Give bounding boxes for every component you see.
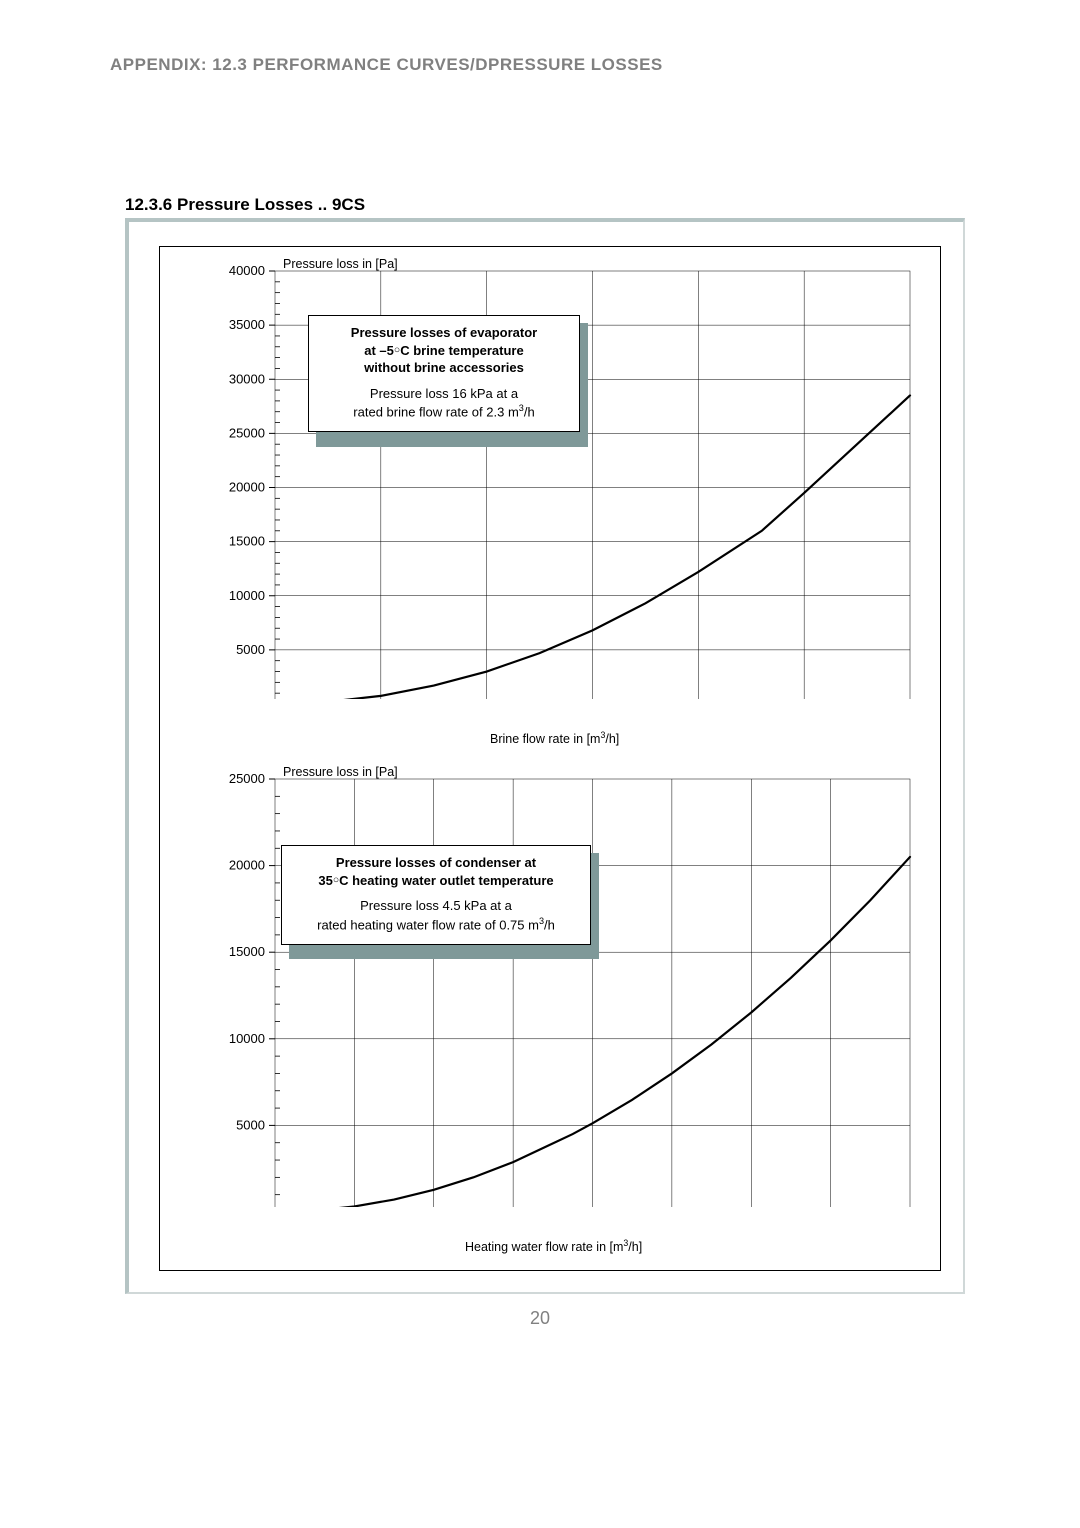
chart2-y-axis-title: Pressure loss in [Pa] (283, 765, 398, 779)
chart1-y-axis-title: Pressure loss in [Pa] (283, 257, 398, 271)
callout2-line2a: 35 (318, 873, 332, 888)
charts-container: 00,511,522,53050001000015000200002500030… (159, 246, 941, 1271)
callout-line5b: /h (524, 405, 535, 420)
callout2-line3: Pressure loss 4.5 kPa at a (360, 898, 512, 913)
callout2-line1: Pressure losses of condenser at (336, 855, 536, 870)
chart2-xlabel-prefix: Heating water flow rate in [m (465, 1240, 623, 1254)
page-header: APPENDIX: 12.3 PERFORMANCE CURVES/DPRESS… (110, 55, 663, 75)
chart1-callout: Pressure losses of evaporator at –5○C br… (308, 315, 580, 432)
svg-text:30000: 30000 (229, 371, 265, 386)
callout-line4: Pressure loss 16 kPa at a (370, 386, 518, 401)
svg-text:25000: 25000 (229, 771, 265, 786)
chart1-xlabel-suffix: /h] (605, 732, 619, 746)
svg-text:35000: 35000 (229, 317, 265, 332)
chart2-xlabel-suffix: /h] (628, 1240, 642, 1254)
section-title: 12.3.6 Pressure Losses .. 9CS (125, 195, 365, 215)
callout-line3: without brine accessories (364, 360, 524, 375)
svg-text:0: 0 (258, 696, 265, 699)
chart-condenser: 00,20,40,60,811,21,41,605000100001500020… (215, 767, 915, 1207)
chart2-x-axis-title: Heating water flow rate in [m3/h] (465, 1238, 642, 1254)
svg-text:5000: 5000 (236, 1117, 265, 1132)
callout-line2a: at –5 (364, 343, 394, 358)
callout-line5a: rated brine flow rate of 2.3 m (353, 405, 518, 420)
svg-text:10000: 10000 (229, 588, 265, 603)
svg-text:5000: 5000 (236, 642, 265, 657)
chart1-x-axis-title: Brine flow rate in [m3/h] (490, 730, 619, 746)
callout-line1: Pressure losses of evaporator (351, 325, 537, 340)
callout2-line4b: /h (544, 917, 555, 932)
svg-text:10000: 10000 (229, 1031, 265, 1046)
figure-frame: 00,511,522,53050001000015000200002500030… (125, 218, 965, 1294)
callout2-line4a: rated heating water flow rate of 0.75 m (317, 917, 539, 932)
svg-text:0: 0 (258, 1204, 265, 1207)
svg-text:40000: 40000 (229, 263, 265, 278)
svg-text:25000: 25000 (229, 425, 265, 440)
svg-text:20000: 20000 (229, 480, 265, 495)
chart1-xlabel-prefix: Brine flow rate in [m (490, 732, 600, 746)
svg-text:20000: 20000 (229, 858, 265, 873)
page-number: 20 (0, 1308, 1080, 1329)
callout2-line2b: C heating water outlet temperature (339, 873, 554, 888)
svg-text:15000: 15000 (229, 944, 265, 959)
chart2-callout: Pressure losses of condenser at 35○C hea… (281, 845, 591, 945)
svg-text:15000: 15000 (229, 534, 265, 549)
callout-line2b: C brine temperature (400, 343, 524, 358)
